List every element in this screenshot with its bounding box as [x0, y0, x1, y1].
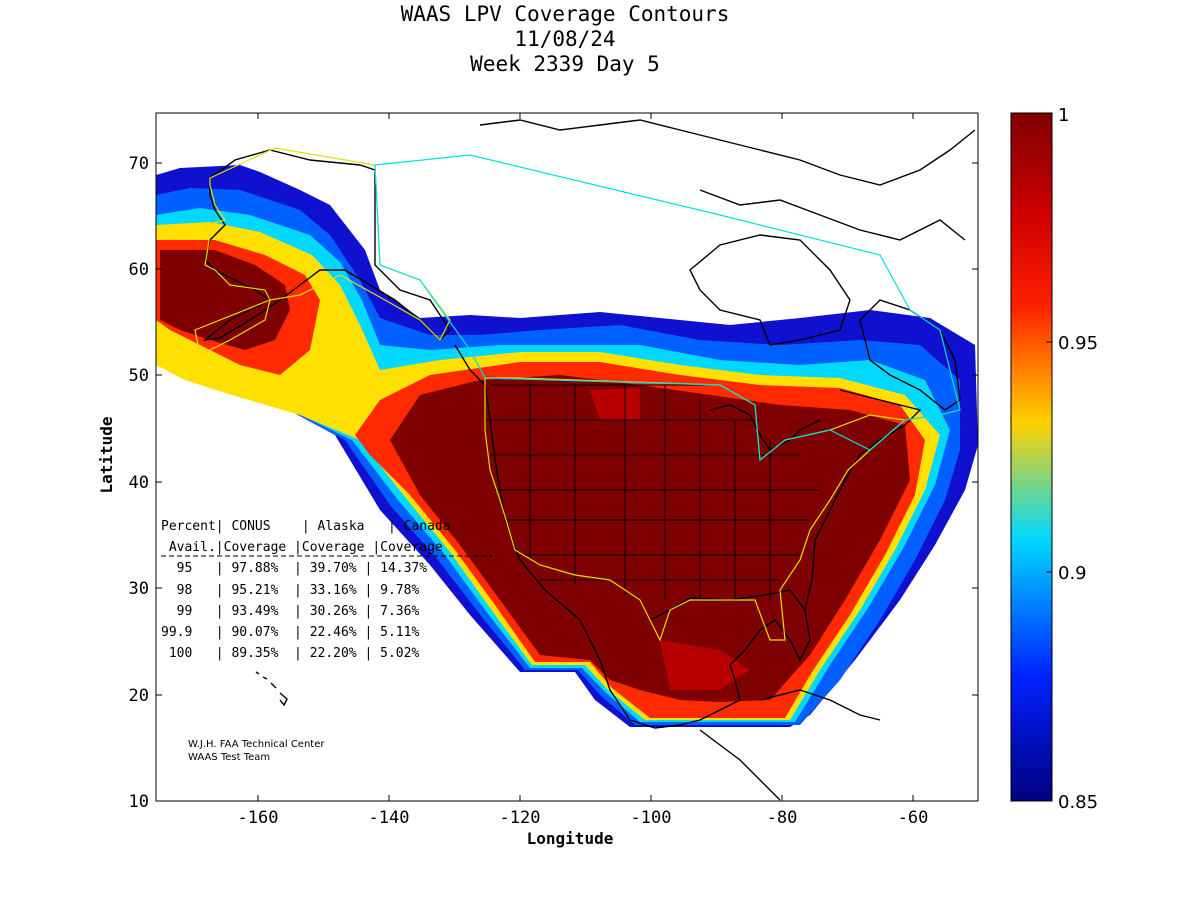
- title-line-3: Week 2339 Day 5: [470, 52, 660, 76]
- y-tick-label: 10: [129, 792, 149, 812]
- y-tick-label: 60: [129, 260, 149, 280]
- x-tick-labels: -160 -140 -120 -100 -80 -60: [238, 808, 929, 828]
- x-axis-label: Longitude: [527, 829, 614, 848]
- y-tick-labels: 10 20 30 40 50 60 70: [129, 154, 149, 812]
- coastline-west: [454, 344, 681, 729]
- coastline-east: [804, 389, 922, 611]
- x-tick-label: -160: [238, 808, 279, 828]
- table-row: 100 | 89.35% | 22.20% | 5.02%: [161, 646, 419, 661]
- y-axis-label: Latitude: [97, 416, 116, 493]
- colorbar-ticks: [1046, 112, 1052, 802]
- table-row: 95 | 97.88% | 39.70% | 14.37%: [161, 561, 427, 576]
- credit-line-1: W.J.H. FAA Technical Center: [188, 739, 325, 750]
- colorbar-labels: 1 0.95 0.9 0.85: [1058, 105, 1098, 813]
- state-borders: [485, 384, 820, 600]
- hawaii-islands: [255, 671, 288, 707]
- x-tick-label: -120: [500, 808, 541, 828]
- y-tick-label: 30: [129, 579, 149, 599]
- y-tick-label: 20: [129, 686, 149, 706]
- coverage-level-100: [160, 250, 910, 702]
- colorbar-tick-label: 1: [1058, 105, 1069, 126]
- coastline-hudson: [689, 234, 851, 346]
- coastline-alaska: [202, 149, 451, 342]
- table-header-2: Avail.|Coverage |Coverage |Coverage: [161, 540, 443, 555]
- y-tick-label: 50: [129, 366, 149, 386]
- colorbar-tick-label: 0.95: [1058, 333, 1098, 354]
- table-row: 99.9 | 90.07% | 22.46% | 5.11%: [161, 625, 419, 640]
- y-tick-label: 70: [129, 154, 149, 174]
- colorbar-tick-label: 0.85: [1058, 792, 1098, 813]
- table-header-1: Percent| CONUS | Alaska | Canada: [161, 519, 451, 534]
- coastline-greatlakes: [709, 404, 821, 451]
- coverage-statistics-table: Percent| CONUS | Alaska | Canada Avail.|…: [161, 519, 492, 661]
- y-tick-label: 40: [129, 473, 149, 493]
- title-line-2: 11/08/24: [514, 27, 616, 51]
- x-tick-label: -100: [631, 808, 672, 828]
- coastline-labrador: [859, 299, 961, 411]
- coastline-arctic: [479, 119, 976, 241]
- credits: W.J.H. FAA Technical Center WAAS Test Te…: [188, 739, 325, 763]
- table-row: 98 | 95.21% | 33.16% | 9.78%: [161, 583, 419, 598]
- title-line-1: WAAS LPV Coverage Contours: [400, 2, 730, 26]
- coastlines: [202, 119, 976, 801]
- plot-frame: [155, 112, 979, 802]
- x-tick-label: -60: [898, 808, 929, 828]
- canada-boundary: [374, 154, 961, 462]
- credit-line-2: WAAS Test Team: [188, 752, 270, 763]
- coverage-level-099: [590, 388, 750, 690]
- coverage-contours: [156, 165, 978, 727]
- tick-marks: [156, 113, 978, 802]
- coastline-central-america: [699, 689, 881, 801]
- colorbar: [1010, 112, 1053, 802]
- x-tick-label: -80: [767, 808, 798, 828]
- table-row: 99 | 93.49% | 30.26% | 7.36%: [161, 604, 419, 619]
- service-areas: [194, 147, 961, 642]
- x-tick-label: -140: [369, 808, 410, 828]
- colorbar-tick-label: 0.9: [1058, 563, 1087, 584]
